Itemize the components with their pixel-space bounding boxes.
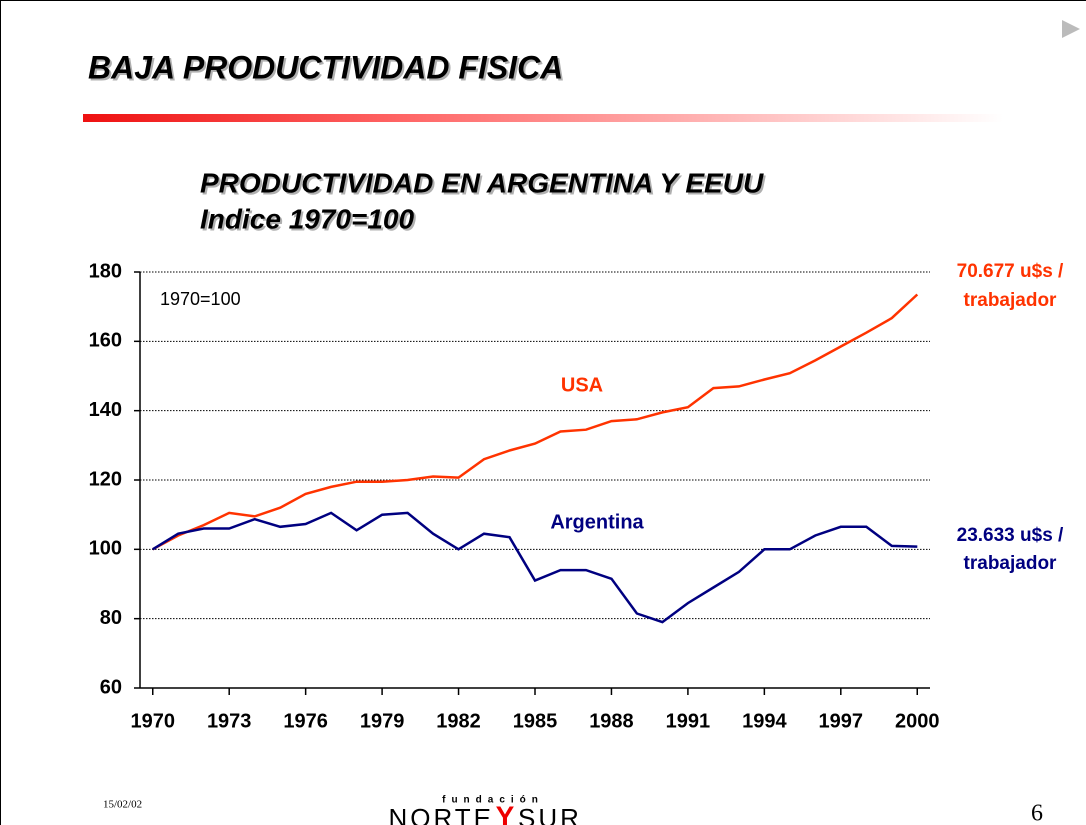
x-tick-label: 1979: [360, 710, 405, 732]
footer-date: 15/02/02: [103, 799, 142, 811]
x-tick-label: 2000: [895, 710, 940, 732]
end-label: 70.677 u$s /: [957, 261, 1064, 282]
series-line: [152, 293, 919, 551]
x-tick-label: 1985: [513, 710, 558, 732]
logo-top: fundación: [442, 795, 544, 806]
end-label: 23.633 u$s /: [957, 525, 1064, 546]
x-tick-label: 1997: [819, 710, 864, 732]
x-tick-label: 1994: [742, 710, 787, 732]
x-tick-label: 1973: [207, 710, 252, 732]
series-label: USA: [561, 374, 603, 396]
next-arrow[interactable]: [1062, 20, 1080, 38]
annotation: 1970=100: [160, 289, 241, 309]
page-number: 6: [1031, 801, 1043, 825]
series-label: Argentina: [550, 511, 644, 533]
y-tick-label: 80: [100, 607, 122, 629]
x-tick-label: 1991: [666, 710, 711, 732]
logo-mid: Y: [496, 800, 515, 825]
x-tick-label: 1976: [283, 710, 328, 732]
slide-title: BAJA PRODUCTIVIDAD FISICA: [88, 49, 563, 85]
y-tick-label: 160: [89, 330, 122, 352]
y-tick-label: 100: [89, 538, 122, 560]
y-tick-label: 60: [100, 676, 122, 698]
title-rule: [83, 114, 1003, 122]
series-line: [152, 511, 918, 624]
end-label: trabajador: [964, 290, 1058, 311]
y-tick-label: 140: [89, 399, 122, 421]
y-tick-label: 180: [89, 260, 122, 282]
x-tick-label: 1982: [436, 710, 481, 732]
y-tick-label: 120: [89, 468, 122, 490]
x-tick-label: 1988: [589, 710, 634, 732]
end-label: trabajador: [964, 553, 1058, 574]
chart-subtitle: Indice 1970=100: [200, 203, 414, 234]
logo-left: NORTE: [388, 803, 494, 825]
chart-title: PRODUCTIVIDAD EN ARGENTINA Y EEUU: [200, 167, 764, 198]
x-tick-label: 1970: [130, 710, 175, 732]
logo-right: SUR: [518, 803, 582, 825]
